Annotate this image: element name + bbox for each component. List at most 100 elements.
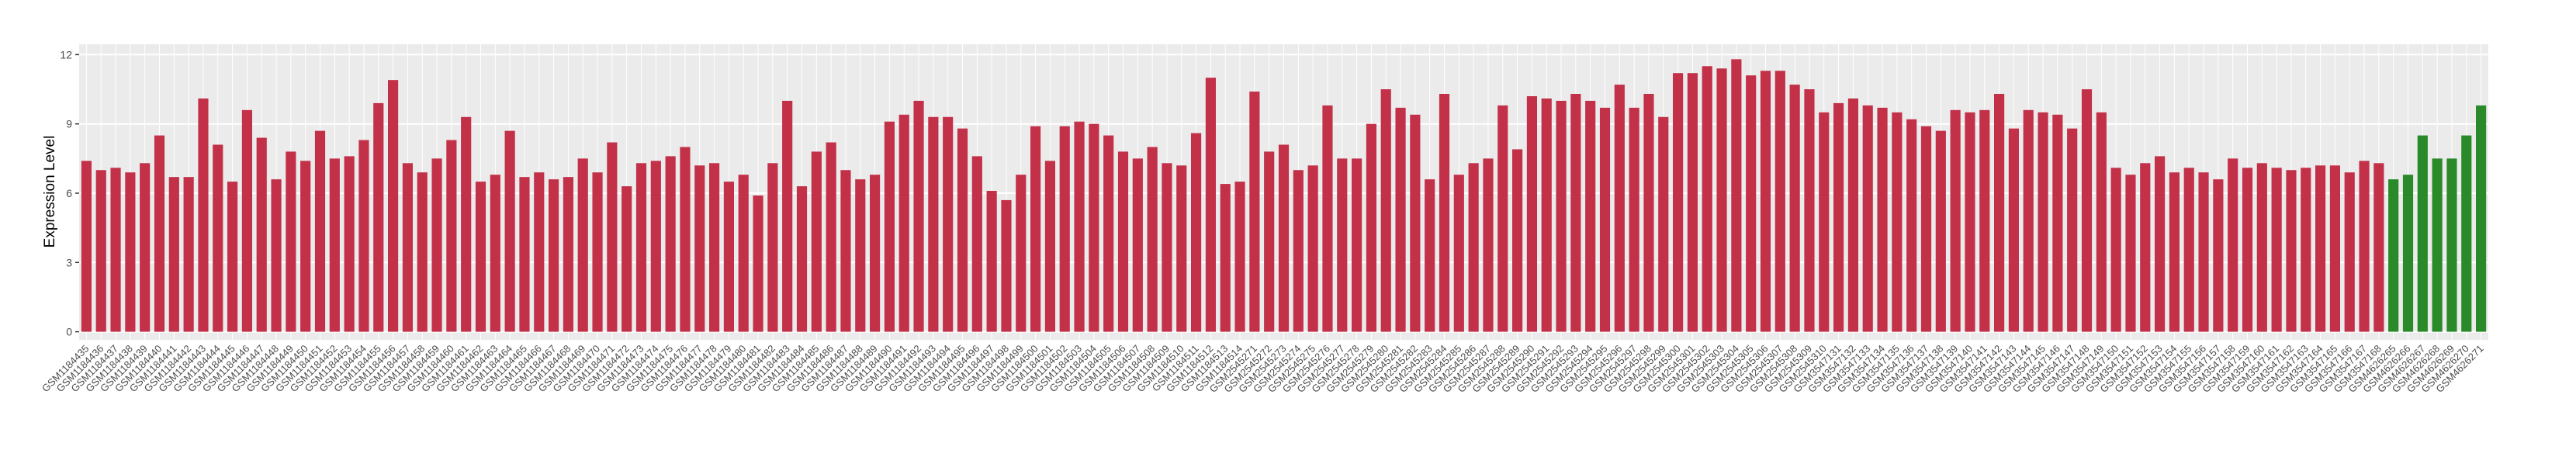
bar	[1191, 133, 1202, 332]
bar	[1994, 93, 2005, 332]
bar	[635, 163, 647, 332]
bar	[1673, 73, 1684, 332]
bar	[1774, 71, 1785, 332]
bar	[650, 161, 661, 332]
bar	[2038, 112, 2048, 332]
bar	[2301, 168, 2311, 332]
bar	[884, 121, 895, 332]
bar	[2388, 179, 2399, 332]
bar	[1599, 107, 1611, 332]
bar	[1147, 147, 1158, 332]
bar	[1103, 135, 1114, 332]
bar	[2315, 165, 2326, 332]
bar	[709, 163, 720, 332]
bar	[1556, 100, 1567, 332]
bar	[1366, 123, 1376, 332]
bar	[198, 98, 209, 332]
bar	[870, 175, 881, 332]
bar	[388, 80, 399, 332]
bar	[1352, 158, 1362, 332]
bar	[2213, 179, 2224, 332]
bar	[2067, 128, 2078, 332]
bar	[563, 177, 573, 332]
bar	[1337, 158, 1348, 332]
bar	[1526, 95, 1537, 332]
bar	[286, 151, 296, 332]
bar	[1614, 85, 1625, 332]
bar	[2081, 89, 2093, 332]
bar	[1132, 158, 1143, 332]
bar	[314, 130, 326, 332]
bar	[2446, 158, 2457, 332]
bar	[898, 114, 909, 332]
bar	[2432, 158, 2443, 332]
bar	[913, 100, 924, 332]
bar	[1760, 71, 1771, 332]
bar	[1176, 165, 1187, 332]
bar	[168, 177, 179, 332]
bar	[943, 116, 954, 332]
bar	[373, 102, 384, 332]
y-tick-label: 3	[66, 256, 72, 268]
bar	[2329, 165, 2340, 332]
bar	[125, 172, 136, 332]
bar	[986, 191, 997, 332]
bar	[2344, 172, 2355, 332]
bar	[475, 182, 486, 332]
bar	[1920, 126, 1932, 332]
y-tick-label: 12	[60, 48, 72, 61]
bar	[358, 140, 369, 332]
bar	[1030, 126, 1041, 332]
bar	[2461, 135, 2472, 332]
bar	[2169, 172, 2180, 332]
bar	[417, 172, 428, 332]
bar	[213, 144, 223, 332]
bar	[2417, 135, 2428, 332]
bar	[183, 177, 194, 332]
bar	[271, 179, 282, 332]
bar	[154, 135, 165, 332]
bar	[81, 161, 92, 332]
bar	[490, 175, 500, 332]
bar	[1380, 89, 1391, 332]
bar	[1074, 121, 1085, 332]
bar	[577, 158, 588, 332]
bar	[2155, 156, 2166, 332]
bar	[2110, 168, 2121, 332]
bar	[928, 116, 939, 332]
bar	[1512, 149, 1523, 332]
bar	[782, 100, 793, 332]
bar	[621, 186, 632, 332]
bar	[534, 172, 545, 332]
y-axis-label: Expression Level	[42, 136, 58, 248]
bar	[2373, 163, 2384, 332]
bar	[1117, 151, 1129, 332]
bar	[1497, 105, 1508, 332]
bar	[1658, 116, 1669, 332]
bar	[402, 163, 413, 332]
bar	[694, 165, 705, 332]
bar	[1439, 93, 1450, 332]
bar	[665, 156, 676, 332]
bar	[446, 140, 457, 332]
bar	[680, 147, 691, 332]
bar	[971, 156, 982, 332]
bar	[826, 142, 836, 332]
bar	[2183, 168, 2194, 332]
bar	[1249, 92, 1260, 332]
bar	[2198, 172, 2209, 332]
bar	[1162, 163, 1172, 332]
bar	[1044, 161, 1055, 332]
bar	[2286, 170, 2297, 332]
bar	[1789, 85, 1800, 332]
bar	[1570, 93, 1581, 332]
bar	[1629, 107, 1639, 332]
bar	[549, 179, 559, 332]
bar	[1862, 105, 1873, 332]
bar	[855, 179, 866, 332]
bar	[300, 161, 311, 332]
bar	[344, 156, 355, 332]
bar	[1453, 175, 1464, 332]
